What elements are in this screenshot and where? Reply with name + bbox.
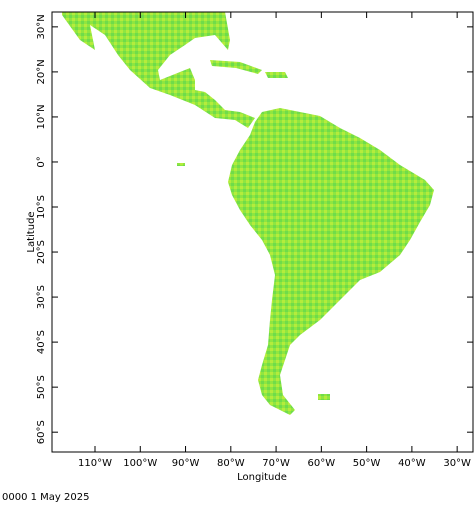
x-tick-label: 40°W xyxy=(398,458,426,469)
islands xyxy=(318,394,330,400)
ticks: 110°W 100°W 90°W 80°W 70°W 60°W 50°W 40°W 30°W 30… xyxy=(36,12,473,469)
x-tick-label: 30°W xyxy=(443,458,471,469)
x-axis-label: Longitude xyxy=(237,472,287,483)
y-tick-label: 30°S xyxy=(36,285,47,309)
y-tick-label: 40°S xyxy=(36,330,47,354)
x-tick-label: 90°W xyxy=(172,458,200,469)
y-tick-label: 10°N xyxy=(36,104,47,129)
y-tick-label: 30°N xyxy=(36,14,47,39)
y-tick-label: 50°S xyxy=(36,375,47,399)
y-tick-label: 0° xyxy=(36,156,47,167)
hispaniola xyxy=(265,72,288,78)
x-tick-label: 60°W xyxy=(308,458,336,469)
x-tick-label: 100°W xyxy=(123,458,157,469)
y-tick-label: 20°N xyxy=(36,59,47,84)
x-tick-label: 50°W xyxy=(353,458,381,469)
y-tick-label: 20°S xyxy=(36,240,47,264)
x-tick-label: 70°W xyxy=(262,458,290,469)
y-tick-label: 10°S xyxy=(36,195,47,219)
y-tick-label: 60°S xyxy=(36,420,47,444)
x-tick-label: 80°W xyxy=(217,458,245,469)
y-axis-label: Latitude xyxy=(26,211,37,252)
central-america xyxy=(62,12,255,128)
cuba xyxy=(210,60,262,74)
south-america xyxy=(228,108,434,415)
frame xyxy=(51,11,474,453)
galapagos xyxy=(177,163,185,166)
land xyxy=(62,12,434,415)
x-tick-label: 110°W xyxy=(78,458,112,469)
footer: 0000 1 May 2025 xyxy=(2,492,89,503)
